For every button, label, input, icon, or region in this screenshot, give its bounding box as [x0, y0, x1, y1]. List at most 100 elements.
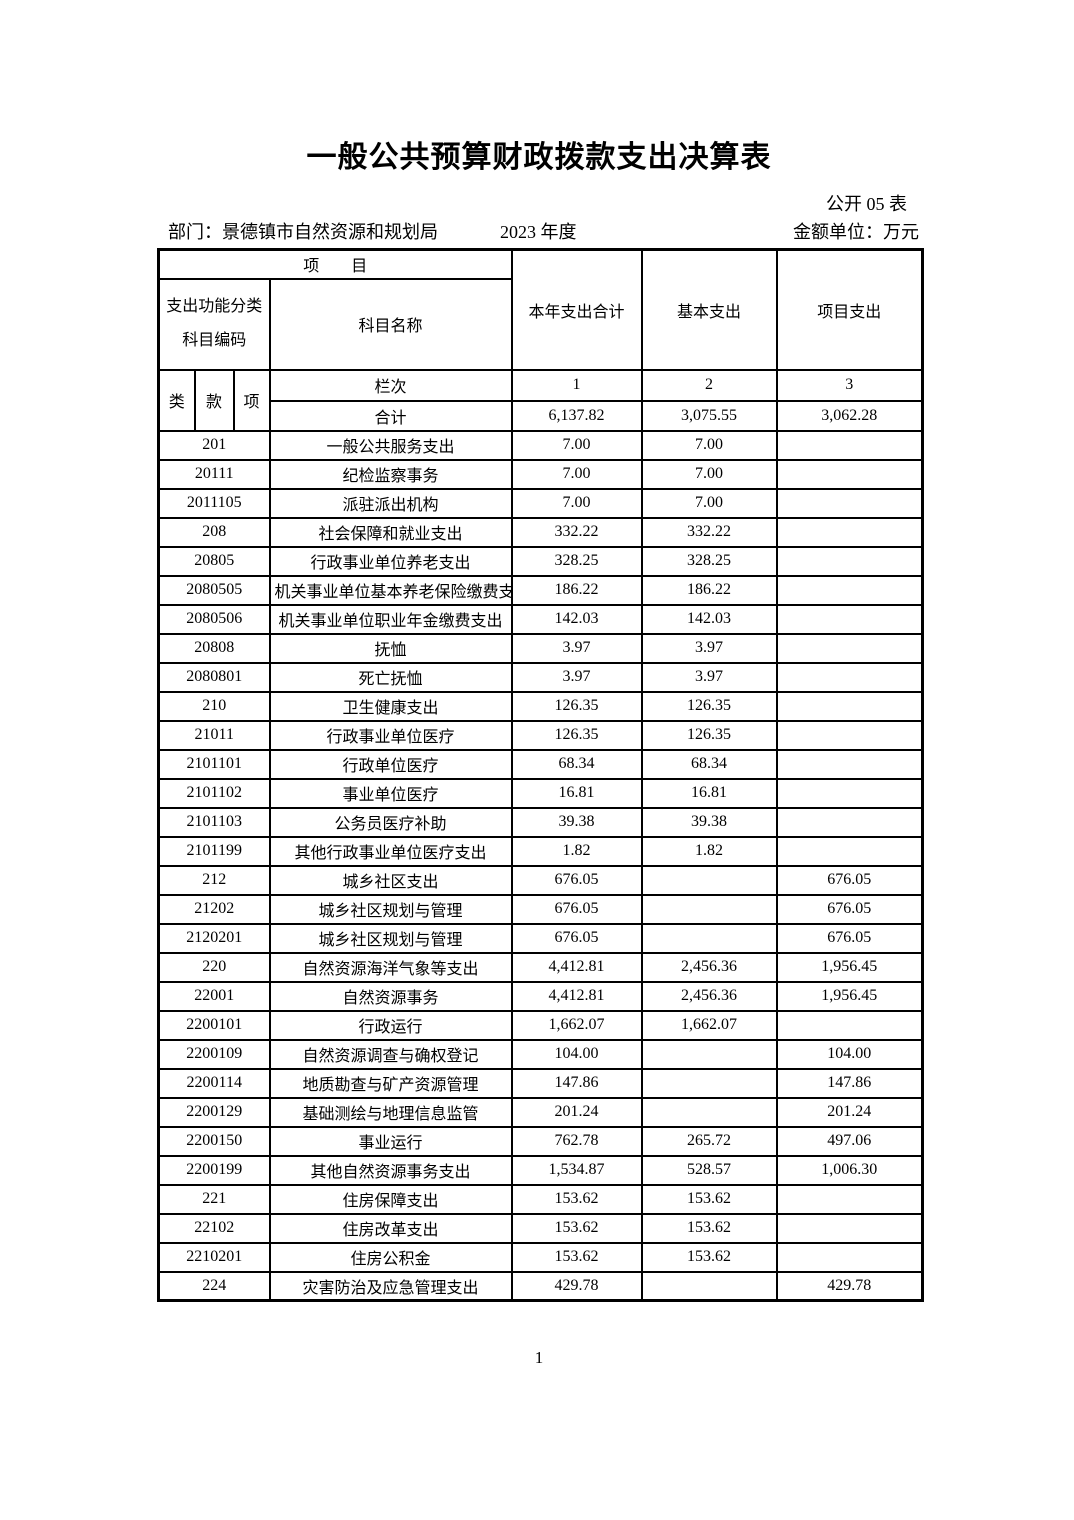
page-title: 一般公共预算财政拨款支出决算表	[306, 141, 772, 174]
row-total-cell: 3.97	[510, 632, 643, 664]
row-basic-cell: 153.62	[640, 1241, 778, 1273]
header-year-total-cell: 本年支出合计	[510, 248, 643, 371]
header-project-expense-cell: 项目支出	[775, 248, 924, 371]
row-code-cell: 20805	[157, 545, 271, 577]
header-basic-cell: 基本支出	[640, 248, 778, 371]
grand-total-label-cell: 合计	[268, 399, 513, 432]
row-basic-cell: 7.00	[640, 487, 778, 519]
row-code-cell: 221	[157, 1183, 271, 1215]
row-name-cell: 住房改革支出	[268, 1212, 513, 1244]
table-row: 221 住房保障支出 153.62 153.62	[157, 1183, 924, 1215]
row-project-cell: 201.24	[775, 1096, 924, 1128]
row-total-cell: 1.82	[510, 835, 643, 867]
row-basic-cell: 186.22	[640, 574, 778, 606]
row-basic-cell: 7.00	[640, 429, 778, 461]
row-code-cell: 2200129	[157, 1096, 271, 1128]
row-total-cell: 7.00	[510, 458, 643, 490]
row-code-cell: 2101102	[157, 777, 271, 809]
row-total-cell: 104.00	[510, 1038, 643, 1070]
header-colnum-2: 2	[640, 368, 778, 402]
row-name-cell: 社会保障和就业支出	[268, 516, 513, 548]
table-row: 2101102 事业单位医疗 16.81 16.81	[157, 777, 924, 809]
row-project-cell: 497.06	[775, 1125, 924, 1157]
row-code-cell: 210	[157, 690, 271, 722]
row-name-cell: 机关事业单位职业年金缴费支出	[268, 603, 513, 635]
header-row-code: 支出功能分类 科目编码 科目名称	[157, 277, 923, 371]
row-project-cell	[775, 574, 924, 606]
row-basic-cell: 39.38	[640, 806, 778, 838]
row-code-cell: 2200114	[157, 1067, 271, 1099]
table-row: 2200114 地质勘查与矿产资源管理 147.86 147.86	[157, 1067, 924, 1099]
row-code-cell: 21202	[157, 893, 271, 925]
table-row: 2200150 事业运行 762.78 265.72 497.06	[157, 1125, 924, 1157]
row-total-cell: 7.00	[510, 487, 643, 519]
row-basic-cell: 1,662.07	[640, 1009, 778, 1041]
table-row: 21011 行政事业单位医疗 126.35 126.35	[157, 719, 924, 751]
row-total-cell: 201.24	[510, 1096, 643, 1128]
row-total-cell: 142.03	[510, 603, 643, 635]
row-name-cell: 行政事业单位养老支出	[268, 545, 513, 577]
row-project-cell	[775, 719, 924, 751]
row-total-cell: 4,412.81	[510, 980, 643, 1012]
table-row: 20805 行政事业单位养老支出 328.25 328.25	[157, 545, 924, 577]
row-code-cell: 21011	[157, 719, 271, 751]
row-basic-cell: 153.62	[640, 1183, 778, 1215]
row-total-cell: 68.34	[510, 748, 643, 780]
row-project-cell: 104.00	[775, 1038, 924, 1070]
header-code-line1: 支出功能分类	[166, 298, 263, 315]
row-basic-cell	[640, 1038, 778, 1070]
row-code-cell: 2101199	[157, 835, 271, 867]
table-row: 2101101 行政单位医疗 68.34 68.34	[157, 748, 924, 780]
header-lanci-cell: 栏次	[268, 368, 513, 402]
table-row: 20808 抚恤 3.97 3.97	[157, 632, 924, 664]
row-project-cell	[775, 690, 924, 722]
row-total-cell: 1,662.07	[510, 1009, 643, 1041]
row-project-cell	[775, 661, 924, 693]
row-total-cell: 153.62	[510, 1241, 643, 1273]
row-project-cell: 676.05	[775, 864, 924, 896]
header-section-cell: 款	[193, 368, 235, 432]
table-row: 22001 自然资源事务 4,412.81 2,456.36 1,956.45	[157, 980, 924, 1012]
row-total-cell: 39.38	[510, 806, 643, 838]
row-project-cell	[775, 632, 924, 664]
row-code-cell: 20111	[157, 458, 271, 490]
table-row: 220 自然资源海洋气象等支出 4,412.81 2,456.36 1,956.45	[157, 951, 924, 983]
department-label: 部门：景德镇市自然资源和规划局	[168, 222, 438, 242]
row-code-cell: 2200199	[157, 1154, 271, 1186]
row-project-cell	[775, 835, 924, 867]
fiscal-year-label: 2023 年度	[500, 222, 577, 242]
row-total-cell: 3.97	[510, 661, 643, 693]
header-code-cell: 支出功能分类 科目编码	[157, 277, 271, 371]
row-name-cell: 住房保障支出	[268, 1183, 513, 1215]
row-code-cell: 2120201	[157, 922, 271, 954]
row-name-cell: 城乡社区规划与管理	[268, 922, 513, 954]
table-row: 210 卫生健康支出 126.35 126.35	[157, 690, 924, 722]
table-row: 22102 住房改革支出 153.62 153.62	[157, 1212, 924, 1244]
row-name-cell: 自然资源事务	[268, 980, 513, 1012]
row-name-cell: 行政事业单位医疗	[268, 719, 513, 751]
row-project-cell: 429.78	[775, 1270, 924, 1302]
page-number: 1	[534, 1348, 544, 1367]
row-basic-cell: 3.97	[640, 632, 778, 664]
table-row: 21202 城乡社区规划与管理 676.05 676.05	[157, 893, 924, 925]
row-name-cell: 城乡社区支出	[268, 864, 513, 896]
row-name-cell: 城乡社区规划与管理	[268, 893, 513, 925]
row-code-cell: 212	[157, 864, 271, 896]
row-code-cell: 2200150	[157, 1125, 271, 1157]
table-row: 212 城乡社区支出 676.05 676.05	[157, 864, 924, 896]
row-total-cell: 126.35	[510, 690, 643, 722]
row-name-cell: 派驻派出机构	[268, 487, 513, 519]
table-row: 201 一般公共服务支出 7.00 7.00	[157, 429, 924, 461]
header-row-project: 项 目 本年支出合计 基本支出 项目支出	[157, 248, 924, 371]
row-basic-cell: 1.82	[640, 835, 778, 867]
row-code-cell: 2210201	[157, 1241, 271, 1273]
row-basic-cell: 142.03	[640, 603, 778, 635]
row-total-cell: 153.62	[510, 1183, 643, 1215]
row-name-cell: 公务员医疗补助	[268, 806, 513, 838]
row-code-cell: 22102	[157, 1212, 271, 1244]
row-name-cell: 纪检监察事务	[268, 458, 513, 490]
grand-total-project-cell: 3,062.28	[775, 399, 924, 432]
row-total-cell: 186.22	[510, 574, 643, 606]
row-name-cell: 基础测绘与地理信息监管	[268, 1096, 513, 1128]
row-project-cell: 1,956.45	[775, 980, 924, 1012]
